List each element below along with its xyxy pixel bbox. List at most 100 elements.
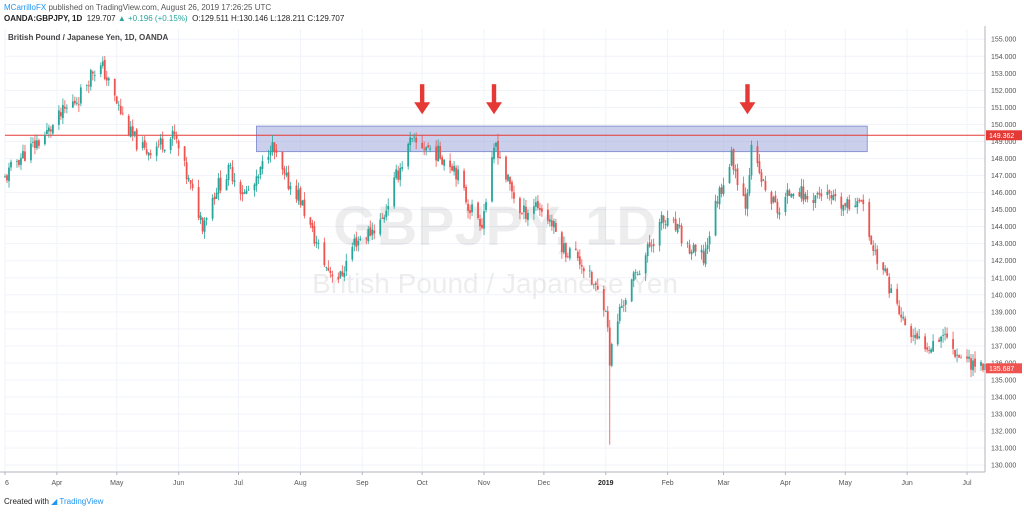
candle-body (189, 180, 192, 184)
y-tick-label: 131.000 (991, 446, 1016, 453)
candle-body (173, 131, 176, 135)
candle-body (648, 242, 651, 247)
candle-body (519, 198, 521, 214)
candle-body (660, 214, 663, 224)
candle-body (548, 219, 551, 222)
candle-body (129, 126, 132, 137)
candle-body (926, 347, 929, 350)
publish-text: published on TradingView.com, August 26,… (48, 3, 272, 12)
candle-body (774, 195, 777, 203)
candle-body (259, 167, 262, 176)
candle-body (211, 198, 214, 219)
candle-body (560, 232, 563, 253)
candle-body (533, 206, 535, 214)
x-tick-label: Sep (356, 480, 369, 487)
candle-body (359, 238, 362, 241)
candle-body (730, 150, 733, 166)
x-tick-label: Jul (963, 480, 972, 487)
candle-body (860, 200, 863, 202)
candle-body (888, 276, 891, 294)
candle-body (762, 179, 765, 181)
y-tick-label: 144.000 (991, 224, 1016, 231)
candle-body (706, 244, 709, 250)
candle-body (247, 189, 250, 191)
y-tick-label: 145.000 (991, 207, 1016, 214)
tradingview-logo-icon[interactable]: ◢ (51, 497, 58, 506)
y-tick-label: 134.000 (991, 395, 1016, 402)
candle-body (175, 134, 178, 139)
candle-body (650, 245, 653, 247)
candle-body (117, 104, 120, 106)
candle-body (315, 242, 318, 244)
candle-body (491, 157, 493, 202)
candle-body (686, 242, 689, 244)
candle-body (243, 192, 246, 194)
candle-body (582, 268, 585, 272)
candle-body (449, 160, 451, 168)
author-name[interactable]: MCarrilloFX (4, 3, 47, 12)
candle-body (896, 288, 899, 304)
candle-body (493, 147, 495, 160)
candle-body (8, 167, 10, 182)
candle-body (185, 162, 188, 180)
candle-body (485, 202, 487, 211)
candle-body (844, 203, 847, 207)
x-tick-label: Apr (780, 480, 792, 487)
candle-body (65, 107, 68, 109)
candle-body (145, 149, 148, 154)
candle-body (141, 142, 144, 149)
candle-body (483, 211, 485, 229)
candle-body (700, 249, 703, 253)
candle-body (828, 190, 831, 194)
tradingview-brand[interactable]: TradingView (59, 497, 104, 506)
candle-body (399, 167, 402, 180)
candle-body (784, 196, 787, 213)
candle-body (401, 166, 404, 169)
candle-body (201, 217, 204, 232)
candle-body (22, 151, 24, 159)
candle-body (46, 130, 48, 135)
candle-body (788, 190, 791, 196)
candle-body (620, 306, 623, 308)
candle-body (44, 134, 46, 145)
y-tick-label: 147.000 (991, 173, 1016, 180)
y-tick-label: 155.000 (991, 37, 1016, 44)
candle-body (187, 177, 190, 181)
candle-body (862, 199, 865, 205)
candle-body (63, 106, 66, 109)
candle-body (954, 350, 956, 357)
candle-body (383, 217, 386, 220)
candle-body (778, 212, 781, 215)
symbol-watermark: GBPJPY, 1D British Pound / Japanese Yen (312, 194, 678, 299)
candle-body (267, 156, 270, 161)
candle-body (435, 146, 438, 161)
candle-body (303, 199, 306, 216)
price-axis[interactable]: 130.000 131.000 132.000 133.000 134.000 135.0… (984, 26, 1016, 472)
candle-body (287, 172, 290, 189)
candle-body (820, 193, 823, 197)
candle-body (507, 174, 509, 181)
candle-body (692, 244, 695, 253)
candle-body (902, 316, 905, 319)
candle-body (898, 305, 901, 315)
candle-body (826, 191, 829, 196)
candle-body (61, 104, 64, 119)
candle-body (345, 260, 348, 272)
y-tick-label: 132.000 (991, 429, 1016, 436)
candle-body (916, 333, 919, 339)
candle-body (439, 145, 442, 159)
arrow-head (739, 102, 756, 115)
price-chart[interactable]: GBPJPY, 1D British Pound / Japanese Yen … (0, 26, 1024, 492)
candle-body (469, 210, 471, 214)
watermark-description: British Pound / Japanese Yen (312, 268, 678, 299)
candle-body (610, 344, 613, 366)
time-axis[interactable]: 6 Apr May Jun Jul Aug Sep Oct Nov Dec 2019 Feb Mar Ap… (0, 471, 985, 487)
candle-body (552, 220, 555, 228)
y-tick-label: 151.000 (991, 105, 1016, 112)
candle-body (772, 197, 775, 203)
candle-body (832, 194, 835, 201)
candle-body (429, 148, 432, 150)
candle-body (972, 360, 974, 371)
candle-body (275, 150, 278, 153)
candle-body (884, 268, 887, 272)
